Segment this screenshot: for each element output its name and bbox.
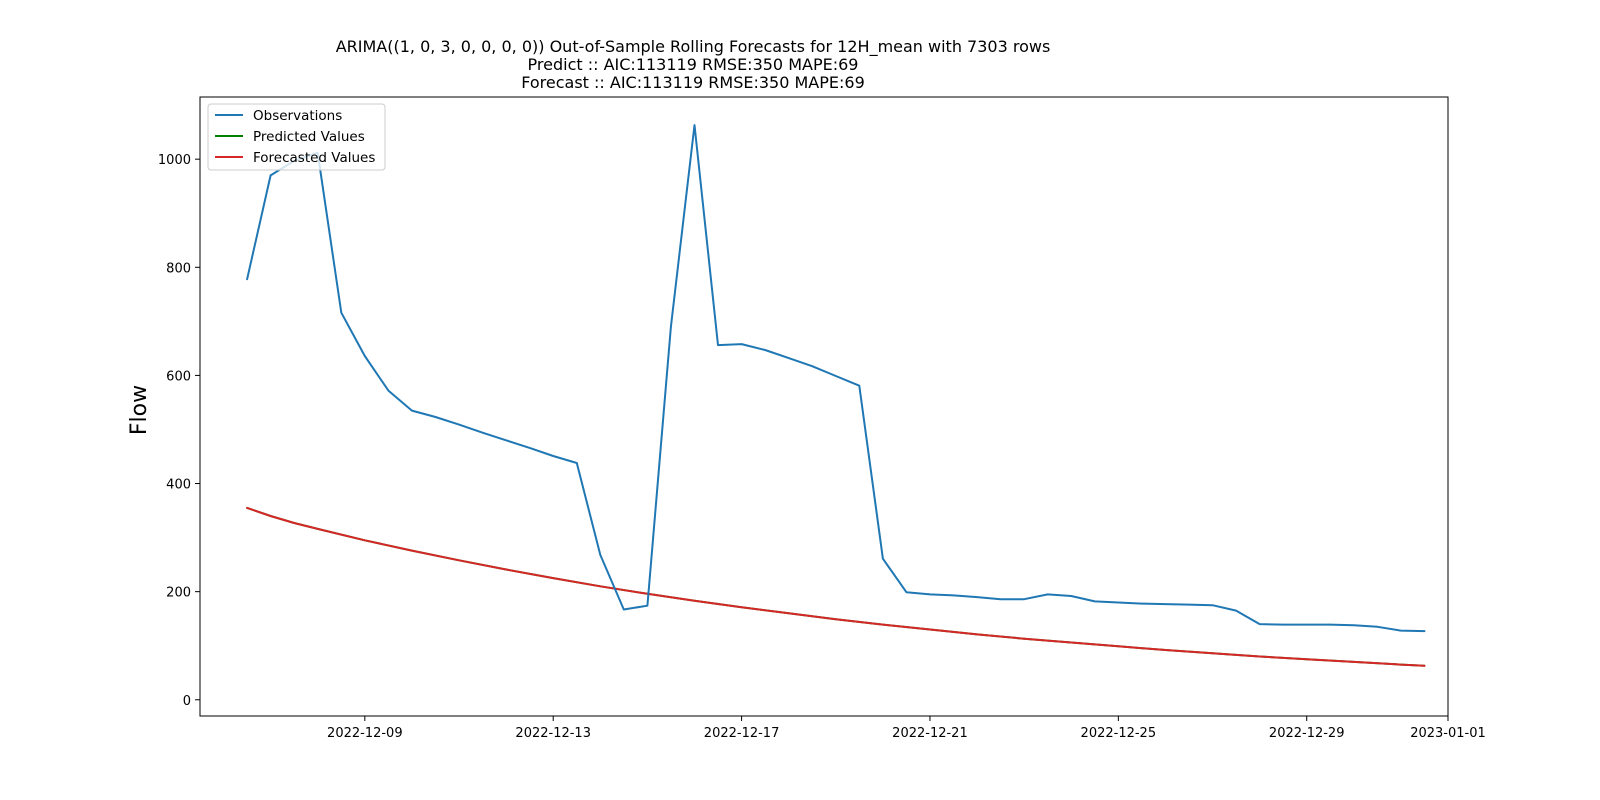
title-line-3: Forecast :: AIC:113119 RMSE:350 MAPE:69	[521, 73, 865, 92]
series-layer	[246, 124, 1426, 667]
x-tick-label: 2022-12-21	[892, 726, 968, 741]
y-tick-label: 0	[183, 694, 191, 709]
legend-label-observations: Observations	[253, 108, 342, 124]
series-line-forecasted	[246, 506, 1426, 667]
y-tick-label: 800	[166, 261, 191, 276]
legend: Observations Predicted Values Forecasted…	[207, 103, 386, 171]
legend-label-predicted: Predicted Values	[253, 129, 365, 145]
x-tick-label: 2022-12-17	[704, 726, 780, 741]
y-axis-label: Flow	[127, 385, 152, 435]
chart-title: ARIMA((1, 0, 3, 0, 0, 0, 0)) Out-of-Samp…	[336, 37, 1051, 92]
x-tick-label: 2023-01-01	[1410, 726, 1486, 741]
legend-box	[207, 103, 386, 171]
x-tick-label: 2022-12-13	[515, 726, 591, 741]
title-line-1: ARIMA((1, 0, 3, 0, 0, 0, 0)) Out-of-Samp…	[336, 37, 1051, 57]
plot-frame	[199, 96, 1449, 717]
x-tick-label: 2022-12-09	[327, 726, 403, 741]
y-tick-label: 600	[166, 369, 191, 384]
y-tick-label: 400	[166, 478, 191, 493]
legend-label-forecasted: Forecasted Values	[253, 150, 375, 166]
series-line-observations	[246, 124, 1426, 633]
y-tick-label: 200	[166, 586, 191, 601]
ticks-layer: 0 200 400 600 800 1000 2022-12-09 2022-12-13 202…	[158, 153, 1486, 741]
title-line-2: Predict :: AIC:113119 RMSE:350 MAPE:69	[528, 55, 859, 74]
y-tick-label: 1000	[158, 153, 191, 168]
x-tick-label: 2022-12-29	[1269, 726, 1345, 741]
x-tick-label: 2022-12-25	[1081, 726, 1157, 741]
